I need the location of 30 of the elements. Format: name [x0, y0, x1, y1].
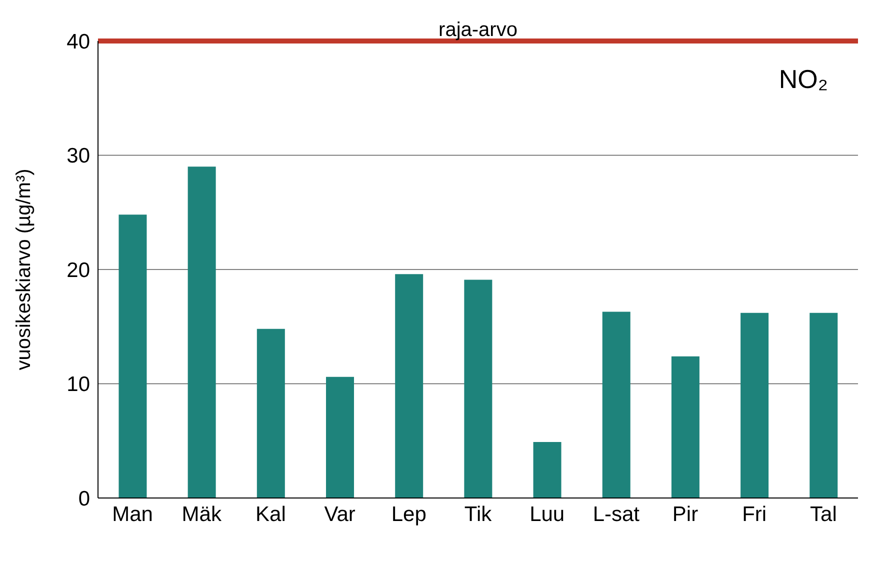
x-tick-label: Tal	[810, 502, 837, 526]
bar	[118, 214, 147, 498]
y-tick-label: 0	[78, 487, 90, 510]
bar	[464, 280, 492, 498]
x-tick-label: L-sat	[592, 502, 640, 526]
bar	[671, 356, 700, 498]
y-tick-label: 30	[66, 144, 90, 168]
y-axis-title: vuosikeskiarvo (µg/m³)	[13, 168, 36, 370]
x-tick-label: Man	[112, 502, 153, 526]
y-tick-label: 40	[66, 30, 90, 54]
bar	[810, 312, 838, 498]
bar	[326, 376, 354, 498]
x-tick-label: Fri	[742, 502, 767, 526]
y-tick-label: 10	[66, 373, 90, 396]
bar	[740, 312, 769, 498]
bar	[602, 312, 630, 498]
ref-line-label: raja-arvo	[438, 19, 518, 41]
x-tick-label: Luu	[530, 502, 565, 526]
bar	[188, 166, 216, 498]
bar	[395, 274, 424, 498]
x-tick-label: Pir	[672, 502, 698, 526]
bar	[533, 442, 562, 498]
y-tick-label: 20	[66, 258, 90, 282]
x-tick-label: Kal	[256, 502, 286, 526]
x-tick-label: Tik	[464, 502, 492, 526]
annotation: NO₂	[778, 64, 828, 95]
bar	[256, 328, 285, 498]
x-tick-label: Lep	[391, 502, 426, 526]
x-tick-label: Var	[324, 502, 356, 526]
x-tick-label: Mäk	[182, 502, 222, 526]
